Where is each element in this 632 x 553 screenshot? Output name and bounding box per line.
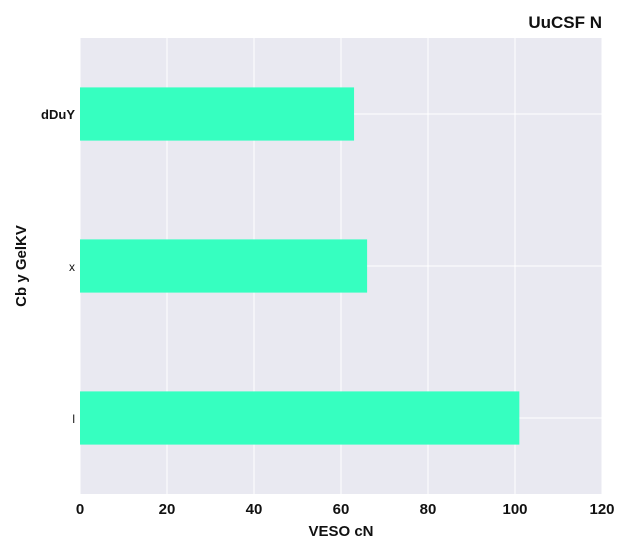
y-tick-label: dDuY [41,107,75,122]
y-tick-labels: dDuY x l [41,107,75,426]
y-tick-label: l [72,412,75,426]
x-tick-label: 60 [333,501,350,518]
x-tick-label: 120 [589,501,614,518]
bars [80,87,520,445]
bar-x [80,239,368,293]
x-tick-label: 80 [420,501,437,518]
bar-dduy [80,87,355,141]
y-axis-label: Cb y GelKV [13,225,30,307]
x-axis-label: VESO cN [308,523,373,540]
x-tick-label: 0 [76,501,84,518]
x-tick-label: 20 [159,501,176,518]
x-tick-label: 40 [246,501,263,518]
x-tick-label: 100 [502,501,527,518]
y-tick-label: x [69,260,75,274]
chart-title: UuCSF N [528,13,602,32]
bar-l [80,391,520,445]
x-tick-labels: 0 20 40 60 80 100 120 [76,501,615,518]
